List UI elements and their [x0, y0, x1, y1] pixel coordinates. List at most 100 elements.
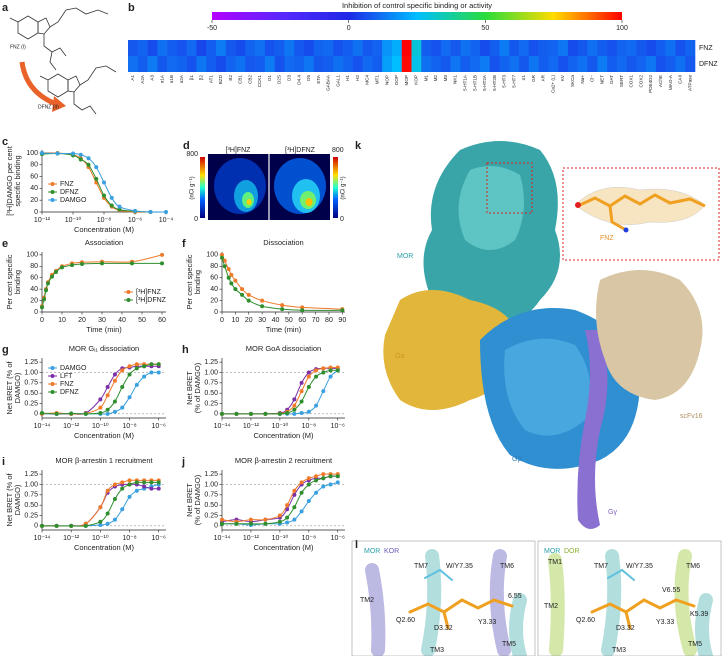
binding-pocket-right: [548, 549, 713, 656]
y-tick-label: 80: [30, 263, 38, 270]
x-axis-label: Concentration (M): [74, 225, 135, 234]
ligand-label: FNZ: [600, 235, 614, 242]
data-point: [285, 503, 290, 508]
heatmap-cell: [665, 56, 676, 72]
panel-label: h: [182, 344, 189, 356]
chart-title: MOR GoA dissociation: [246, 344, 321, 353]
data-point: [246, 292, 251, 297]
target-label: MC4: [365, 75, 370, 85]
data-point: [220, 517, 224, 522]
data-point: [60, 265, 64, 270]
target-label: B2: [228, 75, 233, 81]
legend-entry: MOR: [364, 548, 380, 555]
panel-label: c: [2, 136, 8, 148]
data-point: [50, 274, 54, 279]
x-tick-label: 10⁻⁸: [97, 217, 111, 224]
colorbar-tick-label: 50: [481, 25, 489, 32]
legend-entry: KOR: [384, 548, 399, 555]
heatmap-cell: [274, 40, 285, 56]
panel-k: k FNZ MOR Gα Gβ Gγ scFv16: [355, 140, 720, 529]
data-point: [300, 308, 305, 313]
target-label: MOP: [404, 75, 409, 85]
data-point: [112, 517, 117, 522]
y-tick-label: 0: [34, 309, 38, 316]
data-point: [40, 150, 44, 155]
y-tick-label: 0.50: [24, 390, 38, 397]
data-point: [109, 195, 114, 200]
heatmap-cell: [431, 56, 442, 72]
series-line: [222, 369, 338, 415]
x-tick-label: 30: [98, 317, 106, 324]
target-label: MAO-A: [668, 74, 673, 90]
heatmap-cell: [235, 40, 246, 56]
target-label: COX2: [638, 75, 643, 88]
heatmap-cell: [558, 40, 569, 56]
y-tick-label: 60: [30, 173, 38, 180]
legend-marker: [50, 382, 55, 386]
heatmap-cell: [186, 56, 197, 72]
y-tick-label: 40: [30, 286, 38, 293]
legend-marker: [126, 290, 131, 294]
legend-label: [³H]DFNZ: [136, 297, 167, 304]
data-point: [55, 151, 60, 156]
x-tick-label: 10⁻⁸: [122, 535, 136, 542]
data-point: [240, 287, 245, 292]
cryo-em-map: [383, 141, 703, 529]
data-point: [285, 411, 290, 416]
target-label: α1A: [159, 74, 164, 83]
data-point: [127, 482, 132, 487]
data-point: [127, 395, 132, 400]
y-tick-label: 0.25: [24, 512, 38, 519]
y-tick-label: 20: [30, 297, 38, 304]
scale-label: 0: [340, 216, 344, 223]
colorbar-tick-label: 100: [616, 25, 628, 32]
data-point: [120, 405, 125, 410]
y-tick-label: 1.25: [24, 471, 38, 478]
heatmap-cell: [528, 40, 539, 56]
heatmap-cell: [176, 40, 187, 56]
heatmap-cell: [362, 56, 373, 72]
heatmap-cell: [685, 40, 696, 56]
target-label: 5-HT7: [511, 75, 516, 88]
legend-marker: [50, 190, 55, 194]
x-tick-label: 10⁻¹⁰: [92, 534, 109, 542]
residue-label: TM5: [688, 641, 702, 648]
panel-label: i: [2, 456, 5, 468]
data-point: [102, 193, 106, 198]
data-point: [292, 488, 297, 493]
data-point: [98, 523, 103, 528]
heatmap-cell: [597, 40, 608, 56]
data-point: [306, 384, 311, 389]
heatmap-cell: [137, 40, 148, 56]
heatmap-cell: [294, 56, 305, 72]
data-point: [260, 304, 265, 309]
y-tick-label: 0: [34, 209, 38, 216]
data-point: [105, 488, 110, 493]
molecule-part: [73, 92, 97, 115]
legend-label: [³H]FNZ: [136, 289, 162, 296]
heatmap-cell: [313, 40, 324, 56]
target-label: D4.4: [296, 75, 301, 85]
x-tick-label: 10: [58, 317, 66, 324]
x-tick-label: 10⁻⁴: [159, 217, 174, 224]
target-label: AT1: [208, 75, 213, 84]
heatmap-cell: [421, 40, 432, 56]
data-point: [328, 482, 333, 487]
cryo-em-map-part: [504, 338, 591, 436]
scale-unit: (nCi g⁻¹): [341, 176, 347, 199]
x-tick-label: 10⁻¹⁰: [65, 216, 82, 224]
x-tick-label: 20: [78, 317, 86, 324]
x-tick-label: 0: [220, 317, 224, 324]
residue-label: TM3: [430, 647, 444, 654]
scale-label: 800: [186, 151, 198, 158]
x-tick-label: 10⁻⁶: [152, 535, 166, 542]
y-tick-label: 1.00: [204, 481, 218, 488]
data-point: [98, 519, 103, 524]
heatmap-cell: [587, 40, 598, 56]
data-point: [246, 298, 251, 303]
target-label: ETA: [316, 74, 321, 84]
data-point: [340, 308, 345, 313]
target-label: D5: [306, 75, 311, 81]
target-label: CB1: [238, 75, 243, 84]
target-label: σ1: [521, 75, 526, 81]
